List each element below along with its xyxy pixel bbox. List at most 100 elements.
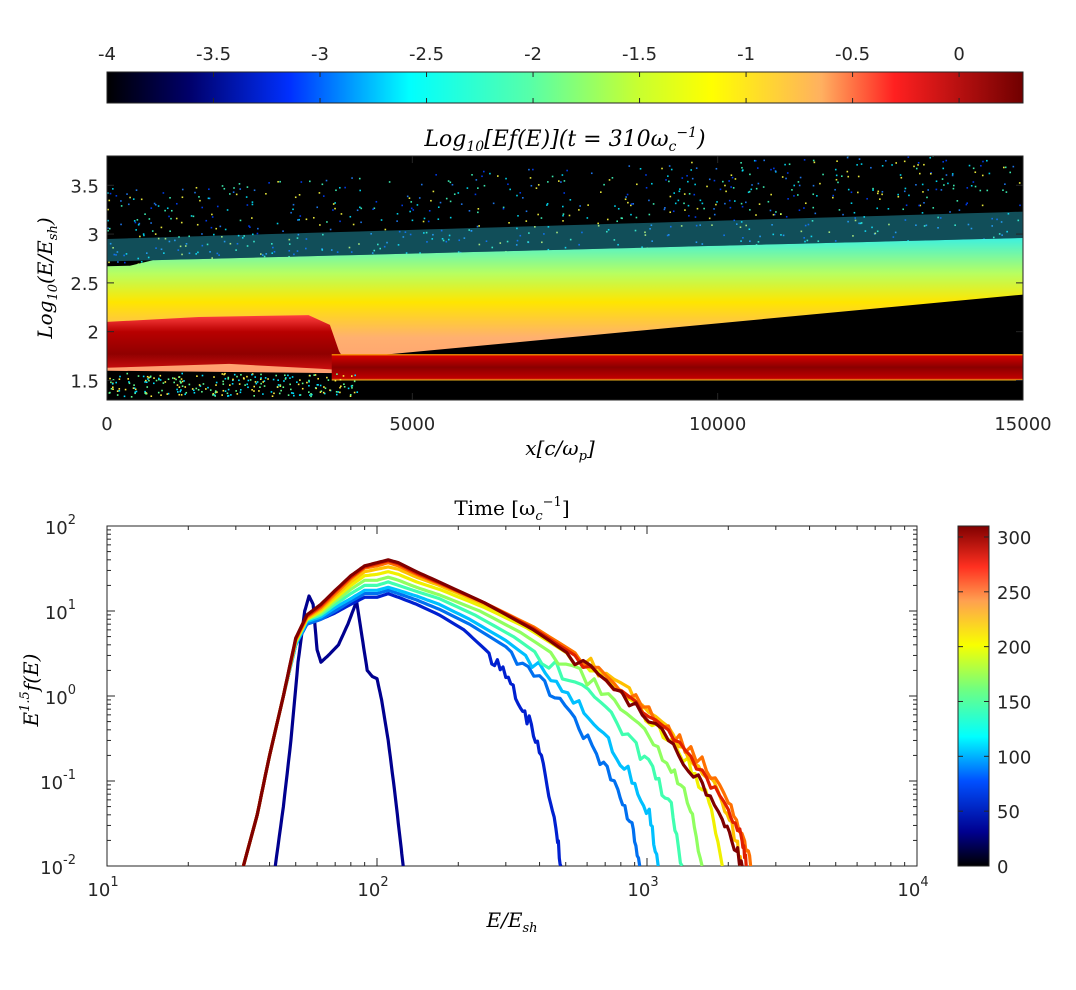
heatmap-speckle bbox=[634, 229, 637, 232]
heatmap-speckle bbox=[483, 170, 485, 173]
heatmap-speckle bbox=[722, 180, 724, 183]
heatmap-speckle bbox=[903, 160, 906, 163]
heatmap-speckle bbox=[507, 183, 509, 186]
top-colorbar-ticks: -4 -3.5 -3 -2.5 -2 -1.5 -1 -0.5 0 bbox=[98, 44, 965, 103]
heatmap-speckle bbox=[1000, 221, 1003, 223]
heatmap-speckle bbox=[150, 207, 153, 209]
heatmap-speckle bbox=[888, 223, 890, 226]
heatmap-speckle bbox=[892, 236, 895, 238]
heatmap-speckle bbox=[447, 180, 450, 182]
heatmap-fringe-speck bbox=[146, 375, 149, 378]
heatmap-speckle bbox=[154, 233, 157, 235]
heatmap-speckle bbox=[442, 239, 445, 242]
heatmap-speckle bbox=[475, 179, 478, 181]
heatmap-speckle bbox=[448, 234, 451, 237]
heatmap-fringe-speck bbox=[227, 376, 230, 379]
heatmap-speckle bbox=[586, 217, 589, 219]
heatmap-speckle bbox=[625, 196, 627, 198]
heatmap-fringe-speck bbox=[310, 395, 312, 398]
heatmap-y-tick-label: 2.5 bbox=[70, 274, 99, 295]
heatmap-speckle bbox=[460, 203, 463, 205]
heatmap-speckle bbox=[562, 214, 564, 217]
heatmap-speckle bbox=[943, 184, 945, 186]
heatmap-speckle bbox=[838, 209, 841, 211]
heatmap-fringe-speck bbox=[239, 389, 242, 391]
heatmap-speckle bbox=[578, 209, 580, 211]
heatmap-speckle bbox=[810, 235, 813, 238]
heatmap-speckle bbox=[272, 246, 274, 249]
heatmap-speckle bbox=[319, 224, 321, 226]
heatmap-bottom-fringe bbox=[108, 372, 359, 398]
heatmap-speckle bbox=[449, 216, 452, 219]
heatmap-speckle bbox=[972, 181, 975, 183]
heatmap-speckle bbox=[276, 222, 279, 225]
heatmap-speckle bbox=[120, 205, 123, 207]
heatmap-speckle bbox=[265, 253, 268, 255]
heatmap-speckle bbox=[569, 199, 572, 201]
heatmap-fringe-speck bbox=[201, 374, 204, 377]
heatmap-speckle bbox=[711, 224, 713, 226]
heatmap-speckle bbox=[850, 202, 853, 205]
heatmap-speckle bbox=[701, 202, 704, 205]
heatmap-speckle bbox=[980, 164, 982, 167]
heatmap-speckle bbox=[108, 261, 110, 264]
heatmap-speckle bbox=[745, 224, 747, 227]
heatmap-fringe-speck bbox=[259, 386, 261, 388]
heatmap-fringe-speck bbox=[301, 387, 304, 390]
heatmap-speckle bbox=[926, 196, 928, 199]
heatmap-speckle bbox=[483, 184, 486, 187]
heatmap-speckle bbox=[797, 181, 800, 183]
heatmap-speckle bbox=[734, 178, 737, 180]
heatmap-speckle bbox=[528, 232, 530, 234]
heatmap-speckle bbox=[816, 195, 818, 197]
heatmap-speckle bbox=[336, 251, 339, 253]
top-colorbar-tick-label: -4 bbox=[98, 44, 116, 65]
heatmap-speckle bbox=[457, 251, 460, 253]
heatmap-speckle bbox=[109, 242, 112, 245]
heatmap-speckle bbox=[668, 180, 670, 183]
heatmap-speckle bbox=[471, 174, 473, 176]
heatmap-speckle bbox=[665, 179, 667, 181]
heatmap-speckle bbox=[954, 224, 956, 227]
heatmap-speckle bbox=[679, 188, 681, 190]
heatmap-speckle bbox=[630, 204, 632, 207]
heatmap-fringe-speck bbox=[292, 392, 295, 395]
heatmap-speckle bbox=[383, 245, 386, 248]
heatmap-speckle bbox=[169, 230, 171, 233]
heatmap-speckle bbox=[902, 208, 905, 211]
heatmap-fringe-speck bbox=[326, 376, 328, 379]
heatmap-speckle bbox=[321, 248, 323, 250]
heatmap-speckle bbox=[858, 222, 860, 225]
heatmap-speckle bbox=[126, 193, 128, 195]
heatmap-fringe-speck bbox=[110, 387, 113, 390]
heatmap-speckle bbox=[986, 159, 988, 162]
heatmap-speckle bbox=[107, 192, 109, 194]
heatmap-fringe-speck bbox=[316, 384, 319, 386]
heatmap-speckle bbox=[505, 177, 507, 180]
heatmap-speckle bbox=[322, 233, 324, 236]
top-colorbar-tick-label: -3 bbox=[311, 44, 329, 65]
heatmap-speckle bbox=[435, 174, 437, 176]
heatmap-fringe-speck bbox=[246, 375, 248, 378]
heatmap-speckle bbox=[870, 166, 872, 169]
top-colorbar-tick-label: 0 bbox=[953, 44, 964, 65]
heatmap-speckle bbox=[786, 172, 789, 174]
heatmap-axes-box bbox=[106, 155, 1024, 401]
heatmap-speckle bbox=[332, 209, 334, 211]
heatmap-speckle bbox=[673, 192, 676, 194]
heatmap-speckle bbox=[799, 176, 802, 179]
heatmap-speckle bbox=[557, 180, 560, 182]
heatmap-speckle bbox=[188, 252, 191, 255]
heatmap-fringe-speck bbox=[180, 394, 183, 396]
heatmap-speckle bbox=[288, 249, 291, 252]
heatmap-fringe-speck bbox=[145, 392, 147, 395]
heatmap-ylabel: Log10(E/Esh) bbox=[33, 217, 61, 339]
heatmap-fringe-speck bbox=[230, 394, 232, 396]
spectrum-y-tick-label: 101 bbox=[45, 598, 76, 624]
heatmap-speckle bbox=[754, 159, 757, 162]
heatmap-speckle bbox=[561, 174, 564, 176]
heatmap-speckle bbox=[628, 165, 631, 167]
time-colorbar-tick-label: 300 bbox=[997, 528, 1031, 549]
time-colorbar-tick-label: 150 bbox=[997, 692, 1031, 713]
heatmap-panel: Log10[Ef(E)](t = 310ωc−1) 0 5000 10000 1500… bbox=[33, 125, 1052, 464]
